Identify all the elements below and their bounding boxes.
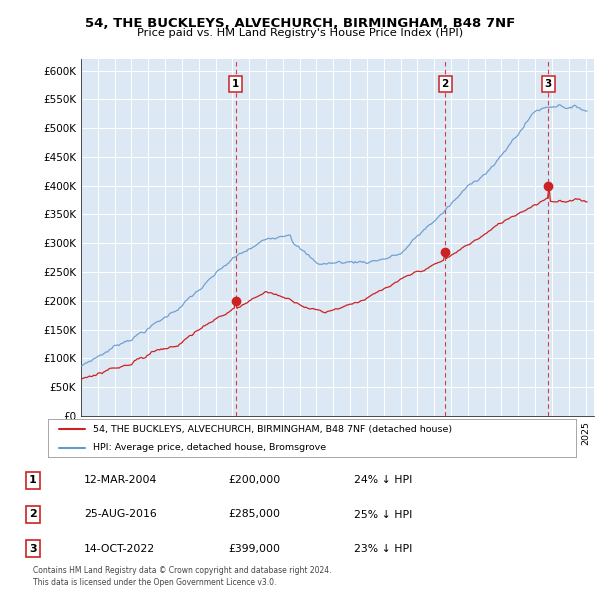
Text: 2: 2 <box>29 510 37 519</box>
Text: 3: 3 <box>29 544 37 553</box>
Text: Price paid vs. HM Land Registry's House Price Index (HPI): Price paid vs. HM Land Registry's House … <box>137 28 463 38</box>
Text: 3: 3 <box>545 79 552 89</box>
Text: £399,000: £399,000 <box>228 544 280 553</box>
Text: HPI: Average price, detached house, Bromsgrove: HPI: Average price, detached house, Brom… <box>93 443 326 452</box>
Text: 14-OCT-2022: 14-OCT-2022 <box>84 544 155 553</box>
Text: 1: 1 <box>29 476 37 485</box>
Text: 24% ↓ HPI: 24% ↓ HPI <box>354 476 412 485</box>
Text: 23% ↓ HPI: 23% ↓ HPI <box>354 544 412 553</box>
Text: £285,000: £285,000 <box>228 510 280 519</box>
Text: £200,000: £200,000 <box>228 476 280 485</box>
Text: 54, THE BUCKLEYS, ALVECHURCH, BIRMINGHAM, B48 7NF: 54, THE BUCKLEYS, ALVECHURCH, BIRMINGHAM… <box>85 17 515 30</box>
Text: 2: 2 <box>442 79 449 89</box>
Text: 25% ↓ HPI: 25% ↓ HPI <box>354 510 412 519</box>
Text: 54, THE BUCKLEYS, ALVECHURCH, BIRMINGHAM, B48 7NF (detached house): 54, THE BUCKLEYS, ALVECHURCH, BIRMINGHAM… <box>93 425 452 434</box>
Text: 12-MAR-2004: 12-MAR-2004 <box>84 476 157 485</box>
Text: 25-AUG-2016: 25-AUG-2016 <box>84 510 157 519</box>
Text: 1: 1 <box>232 79 239 89</box>
Text: Contains HM Land Registry data © Crown copyright and database right 2024.
This d: Contains HM Land Registry data © Crown c… <box>33 566 331 587</box>
